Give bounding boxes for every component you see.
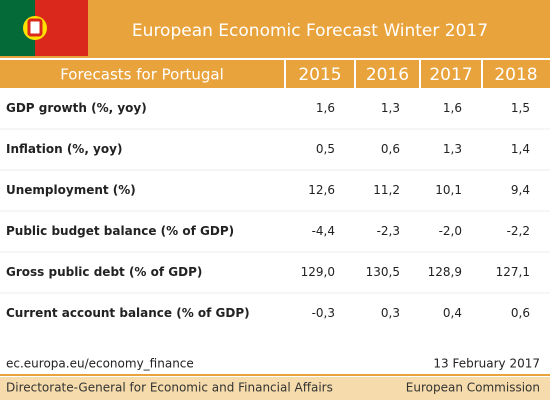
cell-value: 1,6: [316, 101, 335, 115]
cell-value: 10,1: [435, 183, 462, 197]
row-label: Public budget balance (% of GDP): [6, 224, 234, 238]
cell-value: -4,4: [312, 224, 335, 238]
header-row: [0, 60, 550, 88]
cell-value: -2,2: [507, 224, 530, 238]
cell-value: 1,3: [443, 142, 462, 156]
cell-value: -0,3: [312, 306, 335, 320]
cell-value: 130,5: [366, 265, 400, 279]
cell-value: 12,6: [308, 183, 335, 197]
row-label: GDP growth (%, yoy): [6, 101, 147, 115]
cell-value: 0,4: [443, 306, 462, 320]
cell-value: 1,4: [511, 142, 530, 156]
column-header: 2016: [366, 65, 409, 85]
title: European Economic Forecast Winter 2017: [132, 21, 488, 41]
cell-value: 0,5: [316, 142, 335, 156]
portugal-flag: [0, 0, 88, 56]
column-header: Forecasts for Portugal: [60, 66, 224, 84]
column-header: 2015: [298, 65, 341, 85]
title-band: [0, 0, 550, 58]
cell-value: 128,9: [428, 265, 462, 279]
cell-value: 0,3: [381, 306, 400, 320]
cell-value: 1,5: [511, 101, 530, 115]
row-label: Inflation (%, yoy): [6, 142, 122, 156]
cell-value: 1,3: [381, 101, 400, 115]
row-label: Gross public debt (% of GDP): [6, 265, 202, 279]
cell-value: 11,2: [373, 183, 400, 197]
row-label: Current account balance (% of GDP): [6, 306, 250, 320]
cell-value: 1,6: [443, 101, 462, 115]
column-header: 2018: [494, 65, 537, 85]
cell-value: 9,4: [511, 183, 530, 197]
footer-rule: [0, 374, 550, 376]
cell-value: 129,0: [301, 265, 335, 279]
row-label: Unemployment (%): [6, 183, 136, 197]
cell-value: -2,0: [439, 224, 462, 238]
column-header: 2017: [429, 65, 472, 85]
source-url: ec.europa.eu/economy_finance: [6, 357, 194, 371]
footer-band: [0, 377, 550, 400]
cell-value: -2,3: [377, 224, 400, 238]
department: Directorate-General for Economic and Fin…: [6, 381, 333, 395]
cell-value: 127,1: [496, 265, 530, 279]
cell-value: 0,6: [381, 142, 400, 156]
cell-value: 0,6: [511, 306, 530, 320]
publication-date: 13 February 2017: [433, 357, 540, 371]
organization: European Commission: [406, 381, 540, 395]
forecast-table: Forecasts for Portugal 2015 2016 2017 2018 GD…: [0, 60, 550, 320]
